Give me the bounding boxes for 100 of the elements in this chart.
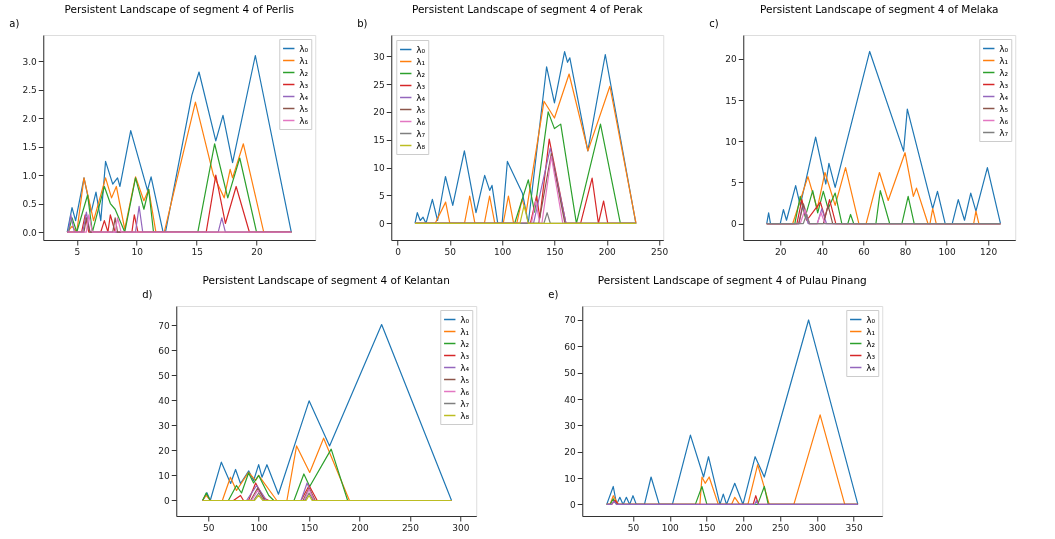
legend-label: λ₅ xyxy=(299,103,309,114)
text: a) xyxy=(9,18,20,29)
legend-label: λ₅ xyxy=(460,374,470,385)
x-tick-label: 50 xyxy=(444,246,457,257)
legend-label: λ₁ xyxy=(999,55,1009,66)
legend-label: λ₂ xyxy=(866,338,876,349)
x-tick-label: 0 xyxy=(395,246,402,257)
x-tick-label: 120 xyxy=(980,246,998,257)
legend-label: λ₆ xyxy=(416,116,426,127)
y-tick-label: 5 xyxy=(379,190,385,201)
y-tick-label: 70 xyxy=(564,315,577,326)
x-tick-label: 300 xyxy=(808,522,827,533)
chart-title: Persistent Landscape of segment 4 of Pulau Pinang xyxy=(597,273,867,286)
x-tick-label: 150 xyxy=(698,522,716,533)
x-tick-label: 200 xyxy=(598,246,617,257)
y-tick-label: 30 xyxy=(564,420,577,431)
legend-label: λ₃ xyxy=(299,79,309,90)
x-tick-label: 10 xyxy=(131,246,144,257)
x-tick-label: 80 xyxy=(899,246,912,257)
y-tick-label: 0 xyxy=(379,218,386,229)
chart-title: Persistent Landscape of segment 4 of Kelantan xyxy=(202,273,450,286)
y-tick-label: 20 xyxy=(373,107,386,118)
legend-label: λ₂ xyxy=(460,338,470,349)
text: d) xyxy=(142,289,153,300)
y-tick-label: 20 xyxy=(564,447,577,458)
legend-label: λ₂ xyxy=(299,67,309,78)
legend-label: λ₄ xyxy=(416,92,426,103)
y-tick-label: 60 xyxy=(564,341,577,352)
y-tick-label: 10 xyxy=(373,163,386,174)
x-tick-label: 15 xyxy=(191,246,203,257)
legend-label: λ₁ xyxy=(460,326,470,337)
y-tick-label: 25 xyxy=(373,79,385,90)
legend-label: λ₃ xyxy=(416,80,426,91)
y-tick-label: 2.5 xyxy=(22,85,37,96)
x-tick-label: 250 xyxy=(650,246,669,257)
legend-label: λ₇ xyxy=(416,128,426,139)
y-tick-label: 15 xyxy=(725,95,737,106)
y-tick-label: 0 xyxy=(570,499,577,510)
legend-label: λ₃ xyxy=(866,350,876,361)
x-tick-label: 150 xyxy=(546,246,564,257)
chart-title: Persistent Landscape of segment 4 of Perlis xyxy=(64,2,294,15)
legend-label: λ₄ xyxy=(299,91,309,102)
legend-label: λ₂ xyxy=(999,67,1009,78)
y-tick-label: 50 xyxy=(564,368,577,379)
y-tick-label: 30 xyxy=(373,51,386,62)
x-tick-label: 5 xyxy=(74,246,81,257)
x-tick-label: 40 xyxy=(816,246,829,257)
y-tick-label: 1.5 xyxy=(22,142,37,153)
x-tick-label: 200 xyxy=(735,522,753,533)
x-tick-label: 100 xyxy=(250,522,269,533)
x-tick-label: 60 xyxy=(858,246,870,257)
y-tick-label: 20 xyxy=(158,445,171,456)
x-tick-label: 300 xyxy=(452,522,470,533)
x-tick-label: 50 xyxy=(627,522,640,533)
x-tick-label: 100 xyxy=(661,522,680,533)
x-tick-label: 200 xyxy=(351,522,369,533)
y-tick-label: 10 xyxy=(564,473,577,484)
y-tick-label: 0 xyxy=(731,219,738,230)
y-tick-label: 0.0 xyxy=(22,227,38,238)
y-tick-label: 0.5 xyxy=(22,199,37,210)
y-tick-label: 10 xyxy=(158,470,171,481)
y-tick-label: 20 xyxy=(725,54,738,65)
x-tick-label: 100 xyxy=(494,246,512,257)
legend-label: λ₃ xyxy=(999,79,1009,90)
legend-label: λ₅ xyxy=(416,104,426,115)
y-tick-label: 70 xyxy=(158,320,171,331)
legend-label: λ₆ xyxy=(999,115,1009,126)
y-tick-label: 3.0 xyxy=(22,56,38,67)
legend-label: λ₁ xyxy=(416,56,426,67)
legend-label: λ₄ xyxy=(460,362,470,373)
legend-label: λ₇ xyxy=(999,127,1009,138)
legend-label: λ₀ xyxy=(299,43,309,54)
legend-label: λ₀ xyxy=(460,314,470,325)
legend-label: λ₃ xyxy=(460,350,470,361)
x-tick-label: 250 xyxy=(401,522,420,533)
legend-label: λ₅ xyxy=(999,103,1009,114)
text: b) xyxy=(357,18,368,29)
y-tick-label: 40 xyxy=(564,394,577,405)
x-tick-label: 20 xyxy=(251,246,264,257)
y-tick-label: 40 xyxy=(158,395,171,406)
y-tick-label: 2.0 xyxy=(22,113,38,124)
x-tick-label: 20 xyxy=(775,246,787,257)
x-tick-label: 250 xyxy=(771,522,790,533)
legend-label: λ₇ xyxy=(460,398,470,409)
text: c) xyxy=(709,18,719,29)
legend-label: λ₁ xyxy=(299,55,309,66)
chart-title: Persistent Landscape of segment 4 of Perak xyxy=(411,2,644,15)
x-tick-label: 50 xyxy=(203,522,215,533)
x-tick-label: 350 xyxy=(845,522,863,533)
y-tick-label: 50 xyxy=(158,370,171,381)
y-tick-label: 1.0 xyxy=(22,170,38,181)
legend-label: λ₄ xyxy=(999,91,1009,102)
x-tick-label: 150 xyxy=(301,522,319,533)
y-tick-label: 60 xyxy=(158,345,171,356)
x-tick-label: 100 xyxy=(938,246,956,257)
y-tick-label: 30 xyxy=(158,420,171,431)
legend-label: λ₀ xyxy=(999,43,1009,54)
legend-label: λ₈ xyxy=(416,140,426,151)
chart-title: Persistent Landscape of segment 4 of Melaka xyxy=(759,2,999,15)
legend-label: λ₆ xyxy=(299,115,309,126)
